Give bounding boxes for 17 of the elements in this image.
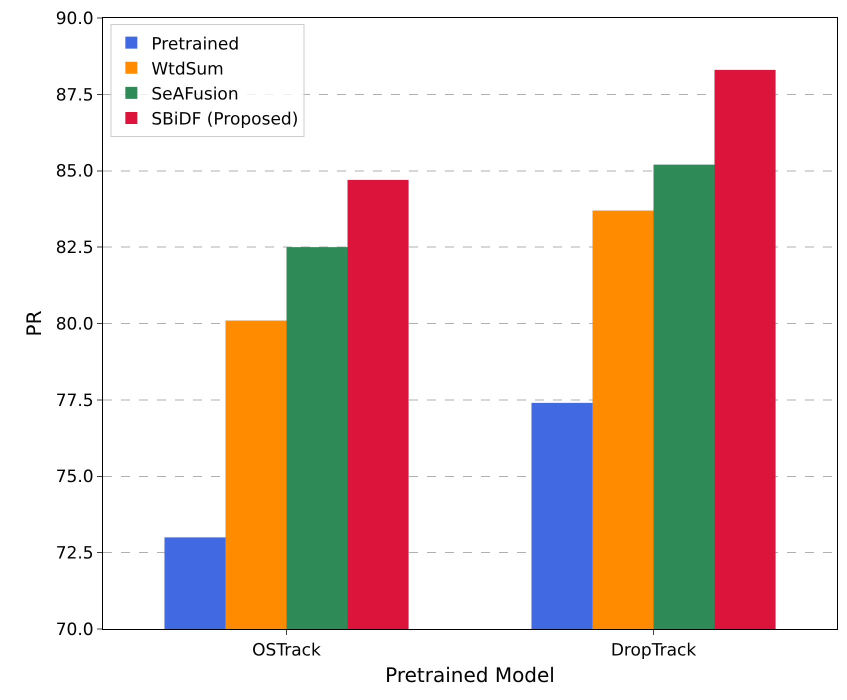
- y-tick-label: 85.0: [56, 162, 94, 182]
- legend-label: Pretrained: [151, 34, 240, 54]
- y-tick-label: 90.0: [56, 8, 94, 29]
- x-axis-title: Pretrained Model: [385, 662, 555, 687]
- legend-label: SeAFusion: [151, 84, 239, 104]
- y-tick-label: 80.0: [56, 314, 94, 334]
- y-tick-label: 77.5: [56, 390, 94, 411]
- x-tick-label: DropTrack: [610, 640, 696, 660]
- y-tick-label: 72.5: [56, 544, 94, 564]
- legend-label: SBiDF (Proposed): [151, 110, 298, 130]
- x-tick-label: OSTrack: [252, 640, 321, 660]
- y-tick-label: 70.0: [56, 620, 94, 640]
- y-axis-title: PR: [22, 310, 46, 336]
- y-tick-label: 75.0: [56, 467, 94, 488]
- y-tick-label: 87.5: [56, 85, 94, 106]
- legend-label: WtdSum: [151, 59, 224, 80]
- y-tick-label: 82.5: [56, 238, 94, 258]
